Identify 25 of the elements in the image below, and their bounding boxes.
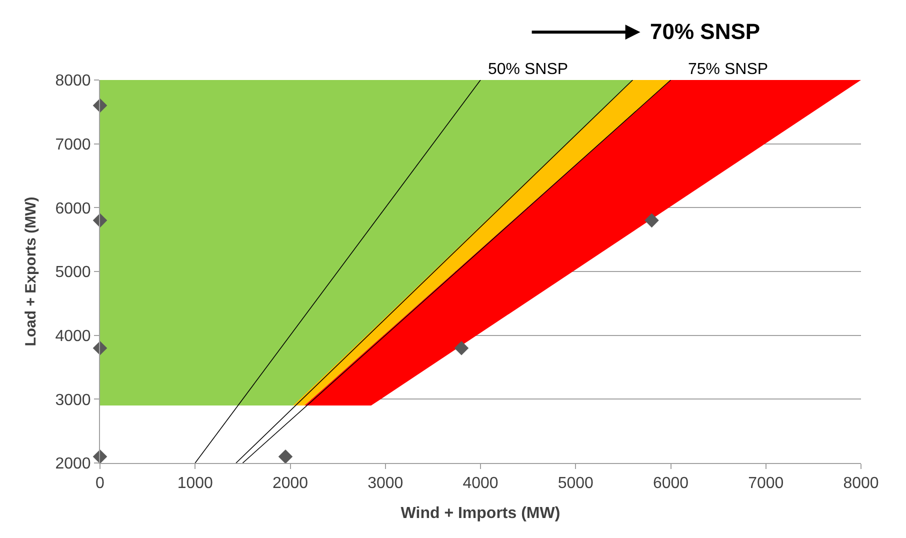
point <box>92 449 108 464</box>
text: 70% SNSP <box>650 19 760 44</box>
y-tick-label: 5000 <box>55 264 91 282</box>
y-tick-label: 6000 <box>55 200 91 218</box>
x-tick-label: 0 <box>96 475 105 492</box>
x-tick-label: 5000 <box>558 475 594 492</box>
x-tick-label: 7000 <box>748 475 784 492</box>
x-axis-title: Wind + Imports (MW) <box>400 504 560 522</box>
annotation: 50% SNSP <box>488 61 568 78</box>
point <box>644 213 659 228</box>
x-tick-label: 3000 <box>368 475 404 492</box>
y-tick-label: 3000 <box>55 392 91 409</box>
point <box>454 340 469 356</box>
x-tick-label: 8000 <box>843 475 879 492</box>
point <box>278 449 293 464</box>
x-tick-label: 6000 <box>652 475 689 492</box>
y-tick-label: 4000 <box>55 328 91 345</box>
y-tick-label: 2000 <box>55 456 91 473</box>
x-tick-label: 4000 <box>462 475 498 492</box>
x-tick-label: 1000 <box>177 475 214 492</box>
y-tick-label: 8000 <box>55 72 91 90</box>
annotation: 75% SNSP <box>688 61 768 78</box>
y-axis-title: Load + Exports (MW) <box>22 196 40 346</box>
x-tick-label: 2000 <box>272 475 308 492</box>
y-tick-label: 7000 <box>55 136 91 154</box>
